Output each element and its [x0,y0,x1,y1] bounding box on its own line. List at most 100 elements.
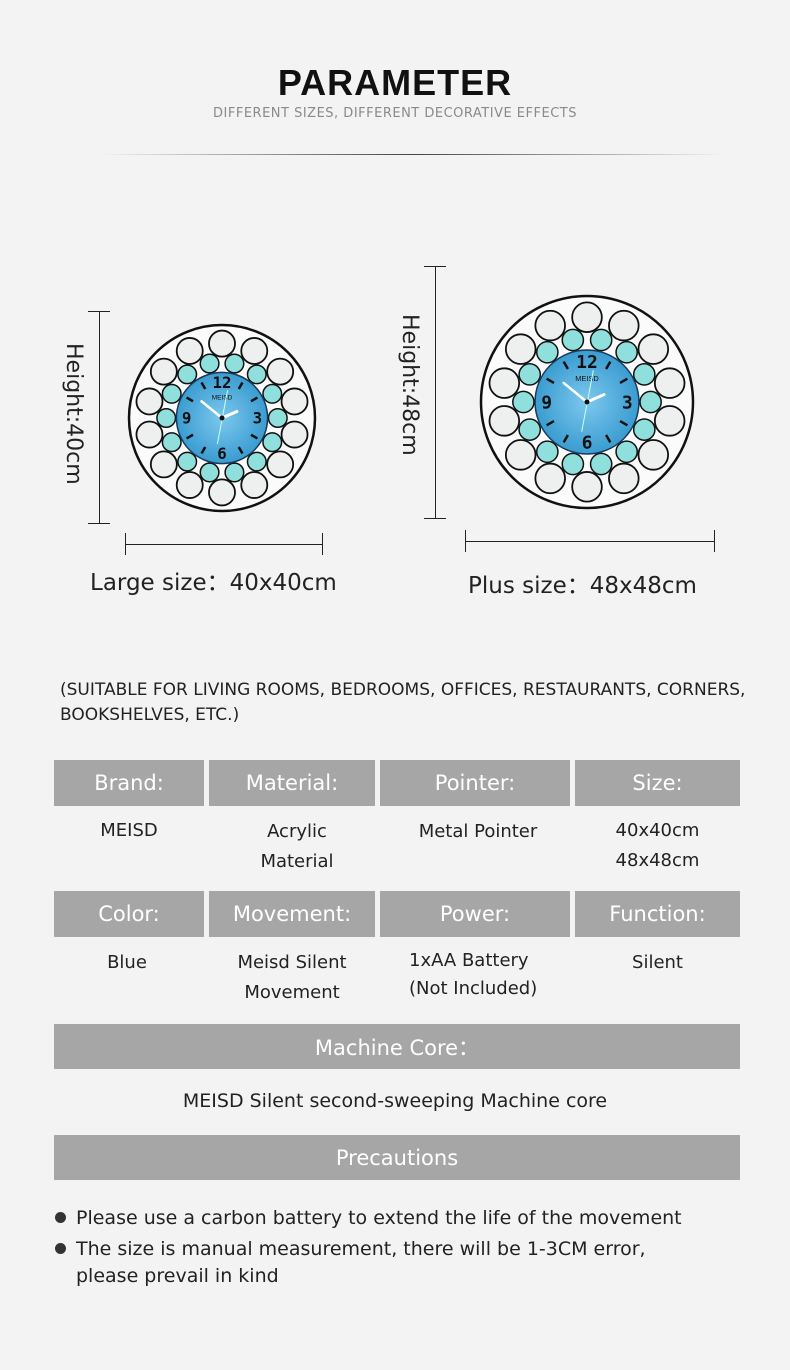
clock-teal-bead [561,452,585,476]
clock-center-cap [219,415,225,421]
bullet-icon [55,1243,66,1254]
clock-teal-bead [561,328,585,352]
dimension-cap [424,518,446,519]
spec-value-color: Blue [107,952,147,973]
dimension-cap [125,533,126,555]
spec-header-size: Size: [575,760,740,806]
clock-teal-bead [267,407,288,429]
clock-teal-bead [262,383,283,404]
clock-white-bead [504,439,537,471]
clock-teal-bead [589,328,613,352]
clock-numeral: 12 [576,352,598,373]
suitable-text: (SUITABLE FOR LIVING ROOMS, BEDROOMS, OF… [60,680,746,725]
width-dimension-line [125,544,322,545]
page-title: PARAMETER [277,62,513,103]
clock-white-bead [608,462,640,495]
clock-white-bead [240,337,269,365]
clock-teal-bead [512,390,535,414]
clock-tick [237,381,244,390]
precaution-item: The size is manual measurement, there wi… [55,1236,646,1290]
width-dimension-line [465,541,714,542]
spec-header-function: Function: [575,891,740,937]
clock-white-bead [175,471,204,499]
clock-teal-bead [535,340,559,364]
clock-numeral: 6 [217,444,227,463]
clock-tick [562,434,570,444]
clock-teal-bead [156,407,177,429]
clock-tick [250,433,259,440]
clock-teal-bead [224,353,245,374]
clock-teal-bead [177,364,198,385]
height-label: Height:40cm [61,343,86,485]
clock-tick [200,446,207,455]
spec-header-brand: Brand: [54,760,204,806]
dimension-cap [465,530,466,552]
clock-tick [619,419,629,427]
clock-white-bead [571,301,603,333]
clock-white-bead [208,478,236,507]
clock-numeral: 9 [541,392,552,413]
clock-minute-hand [562,381,589,404]
clock-white-bead [488,367,521,399]
clock-white-bead [571,471,603,503]
clock-teal-bead [246,451,267,472]
dimension-cap [88,523,110,524]
clock-teal-bead [199,462,220,483]
spec-header-color: Color: [54,891,204,937]
spec-value-size: 40x40cm 48x48cm [615,820,700,871]
bullet-icon [55,1212,66,1223]
clock-teal-bead [518,418,542,441]
precaution-item: Please use a carbon battery to extend th… [55,1205,682,1232]
clock-white-bead [266,450,295,479]
clock-teal-bead [161,383,182,404]
dimension-cap [88,311,110,312]
clock-white-bead [208,329,236,358]
page-subtitle: DIFFERENT SIZES, DIFFERENT DECORATIVE EF… [213,106,577,121]
clock-white-bead [240,471,269,499]
clock-tick [545,419,555,427]
spec-value-pointer: Metal Pointer [418,821,538,842]
spec-header-material: Material: [209,760,375,806]
clock-teal-bead [199,353,220,374]
spec-value-power: 1xAA Battery (Not Included) [409,950,538,999]
spec-value-brand: MEISD [100,820,158,841]
clock-white-bead [266,357,295,386]
spec-value-material: Acrylic Material [260,821,334,872]
clock-teal-bead [224,462,245,483]
clock-white-bead [504,333,537,365]
clock-brand: MEISD [212,394,233,401]
clock-white-bead [653,367,686,399]
clock-hour-hand [585,393,606,404]
spec-header-power: Power: [380,891,570,937]
clock-white-bead [637,439,670,471]
clock-teal-bead [518,363,542,386]
clock-numeral: 9 [182,409,192,428]
clock-white-bead [135,387,164,416]
precautions-header: Precautions [54,1135,740,1180]
clock-tick [545,377,555,385]
clock-tick [604,360,612,370]
clock-numeral: 3 [622,392,633,413]
dimension-cap [714,530,715,552]
clock-white-bead [149,450,178,479]
clock-hour-hand [220,409,239,420]
clock-white-bead [534,462,566,495]
clock-teal-bead [632,363,656,386]
clock-teal-bead [632,418,656,441]
clock-numeral: 12 [212,373,231,392]
spec-header-pointer: Pointer: [380,760,570,806]
clock-tick [200,381,207,390]
clock-tick [562,360,570,370]
clock-white-bead [608,309,640,342]
clock-teal-bead [177,451,198,472]
dimension-cap [424,266,446,267]
clock-white-bead [175,337,204,365]
clock-image-plus: 12 3 6 9 MEISD [479,294,695,510]
clock-brand: MEISD [575,374,598,383]
clock-teal-bead [589,452,613,476]
machine-core-header: Machine Core： [54,1024,740,1069]
clock-white-bead [488,405,521,437]
clock-teal-bead [246,364,267,385]
machine-core-value: MEISD Silent second-sweeping Machine cor… [182,1090,608,1112]
clock-tick [185,396,194,403]
